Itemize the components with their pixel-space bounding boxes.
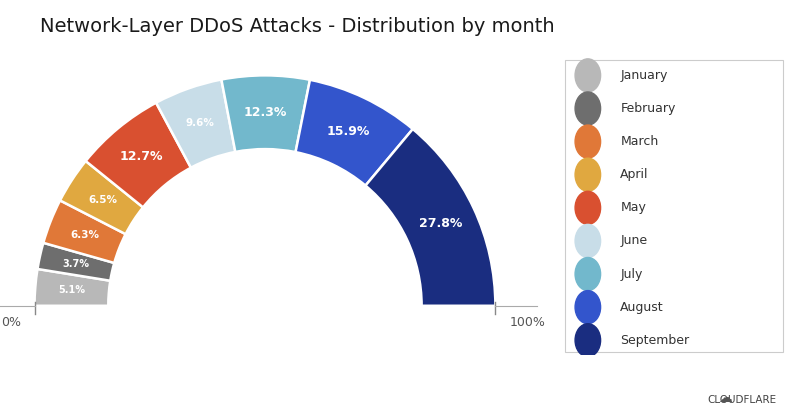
Text: 12.3%: 12.3% bbox=[244, 106, 287, 119]
Text: July: July bbox=[620, 268, 642, 280]
Text: 6.3%: 6.3% bbox=[70, 230, 99, 240]
Wedge shape bbox=[156, 79, 235, 168]
Text: 100%: 100% bbox=[509, 316, 545, 329]
Circle shape bbox=[575, 324, 601, 357]
Text: 0%: 0% bbox=[1, 316, 21, 329]
Text: February: February bbox=[620, 102, 676, 115]
Text: 12.7%: 12.7% bbox=[120, 150, 163, 163]
Wedge shape bbox=[34, 269, 110, 306]
Wedge shape bbox=[366, 129, 495, 306]
Text: August: August bbox=[620, 301, 664, 314]
Wedge shape bbox=[295, 80, 413, 186]
Wedge shape bbox=[43, 200, 126, 263]
Text: 3.7%: 3.7% bbox=[62, 259, 90, 269]
Text: 5.1%: 5.1% bbox=[58, 285, 86, 295]
Text: 27.8%: 27.8% bbox=[418, 217, 462, 230]
Circle shape bbox=[575, 257, 601, 291]
Circle shape bbox=[575, 59, 601, 92]
Wedge shape bbox=[38, 243, 114, 281]
FancyBboxPatch shape bbox=[565, 60, 782, 352]
Circle shape bbox=[575, 158, 601, 191]
Text: September: September bbox=[620, 334, 690, 347]
Wedge shape bbox=[60, 161, 143, 234]
Circle shape bbox=[575, 125, 601, 158]
Text: ☁: ☁ bbox=[718, 392, 732, 405]
Text: CLOUDFLARE: CLOUDFLARE bbox=[707, 395, 776, 405]
Wedge shape bbox=[86, 103, 191, 207]
Text: March: March bbox=[620, 135, 658, 148]
Text: 15.9%: 15.9% bbox=[327, 125, 370, 138]
Text: January: January bbox=[620, 69, 668, 82]
Text: Network-Layer DDoS Attacks - Distribution by month: Network-Layer DDoS Attacks - Distributio… bbox=[40, 17, 554, 36]
Text: May: May bbox=[620, 201, 646, 214]
Circle shape bbox=[575, 191, 601, 224]
Wedge shape bbox=[222, 75, 310, 152]
Text: June: June bbox=[620, 234, 647, 247]
Circle shape bbox=[575, 92, 601, 125]
Text: April: April bbox=[620, 168, 649, 181]
Text: 9.6%: 9.6% bbox=[186, 118, 214, 128]
Text: 6.5%: 6.5% bbox=[88, 195, 118, 205]
Circle shape bbox=[575, 291, 601, 324]
Circle shape bbox=[575, 224, 601, 257]
